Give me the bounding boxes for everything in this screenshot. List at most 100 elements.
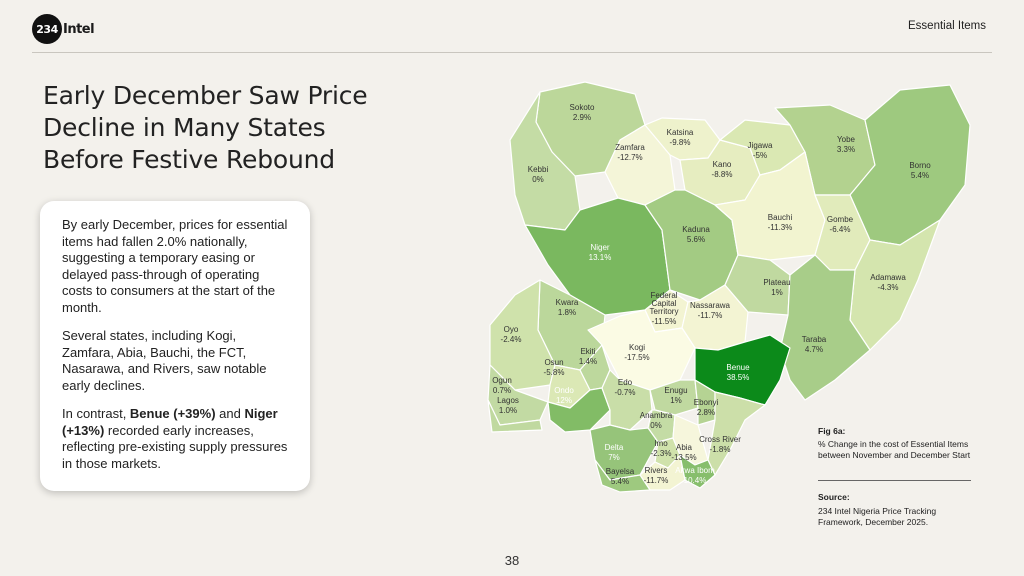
figure-caption: Fig 6a: % Change in the cost of Essentia…: [818, 426, 978, 461]
state-value-plateau: 1%: [771, 288, 783, 297]
state-value-zamfara: -12.7%: [617, 153, 642, 162]
state-label-niger: Niger 13.1%: [589, 243, 612, 262]
state-value-bayelsa: 5.4%: [611, 477, 629, 486]
state-value-enugu: 1%: [670, 396, 682, 405]
state-label-kebbi: Kebbi 0%: [528, 165, 549, 184]
state-value-katsina: -9.8%: [670, 138, 691, 147]
state-label-federal-capital-territory: Federal Capital Territory -11.5%: [650, 291, 679, 326]
state-value-delta: 7%: [608, 453, 620, 462]
state-value-rivers: -11.7%: [644, 476, 669, 485]
state-label-ekiti: Ekiti 1.4%: [579, 347, 597, 366]
niger-highlight: Niger (+13%): [62, 406, 278, 438]
source-label: Source:: [818, 492, 850, 502]
state-label-ondo: Ondo 12%: [554, 386, 574, 405]
state-label-kwara: Kwara 1.8%: [556, 298, 579, 317]
caption-divider: [818, 480, 971, 481]
page-number: 38: [504, 553, 520, 568]
state-label-borno: Borno 5.4%: [909, 161, 931, 180]
state-label-osun: Osun -5.8%: [544, 358, 565, 377]
state-label-lagos: Lagos 1.0%: [497, 396, 519, 415]
state-value-kogi: -17.5%: [624, 353, 649, 362]
state-label-ebonyi: Ebonyi 2.8%: [694, 398, 719, 417]
state-value-lagos: 1.0%: [499, 406, 517, 415]
state-value-kaduna: 5.6%: [687, 235, 705, 244]
state-value-benue: 38.5%: [727, 373, 750, 382]
logo-wordmark: Intel: [63, 21, 95, 37]
state-value-ondo: 12%: [556, 396, 572, 405]
state-label-kano: Kano -8.8%: [712, 160, 733, 179]
state-value-niger: 13.1%: [589, 253, 612, 262]
state-value-bauchi: -11.3%: [768, 223, 793, 232]
state-value-jigawa: -5%: [753, 151, 767, 160]
state-label-kogi: Kogi -17.5%: [624, 343, 649, 362]
state-label-akwa-ibom: Akwa Ibom 10.4%: [675, 466, 715, 485]
state-value-kebbi: 0%: [532, 175, 544, 184]
state-label-taraba: Taraba 4.7%: [802, 335, 827, 354]
state-label-jigawa: Jigawa -5%: [748, 141, 773, 160]
state-label-sokoto: Sokoto 2.9%: [570, 103, 595, 122]
p3-suffix: recorded early increases, reflecting pre…: [62, 422, 288, 471]
p3-mid: and: [215, 406, 245, 421]
state-value-ebonyi: 2.8%: [697, 408, 715, 417]
state-label-kaduna: Kaduna 5.6%: [682, 225, 710, 244]
state-value-edo: -0.7%: [615, 388, 636, 397]
state-value-adamawa: -4.3%: [878, 283, 899, 292]
state-value-ekiti: 1.4%: [579, 357, 597, 366]
state-label-katsina: Katsina -9.8%: [667, 128, 694, 147]
state-value-ogun: 0.7%: [493, 386, 511, 395]
state-label-cross-river: Cross River -1.8%: [699, 435, 741, 454]
state-label-ogun: Ogun 0.7%: [492, 376, 512, 395]
p3-prefix: In contrast,: [62, 406, 130, 421]
benue-highlight: Benue (+39%): [129, 406, 216, 421]
state-label-yobe: Yobe 3.3%: [837, 135, 856, 154]
state-value-borno: 5.4%: [911, 171, 929, 180]
state-region-bayelsa: [594, 459, 651, 493]
state-value-sokoto: 2.9%: [573, 113, 591, 122]
state-label-anambra: Anambra 0%: [640, 411, 673, 430]
state-value-kano: -8.8%: [712, 170, 733, 179]
section-label: Essential Items: [908, 20, 986, 32]
state-label-bauchi: Bauchi -11.3%: [768, 213, 793, 232]
state-region-taraba: [779, 254, 871, 401]
state-value-federal-capital-territory: -11.5%: [652, 317, 677, 326]
summary-paragraph-2: Several states, including Kogi, Zamfara,…: [62, 328, 267, 393]
state-value-anambra: 0%: [650, 421, 662, 430]
state-region-lagos: [487, 399, 543, 433]
state-label-oyo: Oyo -2.4%: [501, 325, 522, 344]
state-label-abia: Abia -13.5%: [671, 443, 696, 462]
state-region-kebbi: [509, 91, 581, 231]
source-note: Source: 234 Intel Nigeria Price Tracking…: [818, 492, 978, 528]
figure-caption-text: % Change in the cost of Essential Items …: [818, 439, 971, 460]
state-value-taraba: 4.7%: [805, 345, 823, 354]
state-region-cross-river: [707, 391, 766, 476]
state-value-gombe: -6.4%: [830, 225, 851, 234]
state-label-edo: Edo -0.7%: [615, 378, 636, 397]
state-region-akwa-ibom: [679, 454, 716, 489]
state-label-bayelsa: Bayelsa 5.4%: [606, 467, 635, 486]
state-value-nassarawa: -11.7%: [698, 311, 723, 320]
figure-label: Fig 6a:: [818, 426, 846, 436]
summary-card: By early December, prices for essential …: [40, 201, 310, 491]
state-label-delta: Delta 7%: [605, 443, 624, 462]
state-value-cross-river: -1.8%: [710, 445, 731, 454]
state-value-akwa-ibom: 10.4%: [684, 476, 707, 485]
state-value-yobe: 3.3%: [837, 145, 855, 154]
state-label-adamawa: Adamawa -4.3%: [870, 273, 906, 292]
company-logo: 234 Intel: [32, 14, 95, 44]
state-label-gombe: Gombe -6.4%: [827, 215, 854, 234]
source-text: 234 Intel Nigeria Price Tracking Framewo…: [818, 506, 937, 527]
state-value-kwara: 1.8%: [558, 308, 576, 317]
state-value-abia: -13.5%: [671, 453, 696, 462]
state-label-imo: Imo -2.3%: [651, 439, 672, 458]
state-label-benue: Benue 38.5%: [726, 363, 750, 382]
state-value-oyo: -2.4%: [501, 335, 522, 344]
header-divider: [32, 52, 992, 53]
logo-badge: 234: [32, 14, 62, 44]
page-title: Early December Saw Price Decline in Many…: [43, 81, 368, 174]
state-value-osun: -5.8%: [544, 368, 565, 377]
state-label-rivers: Rivers -11.7%: [644, 466, 669, 485]
state-label-enugu: Enugu 1%: [664, 386, 687, 405]
nigeria-choropleth-map: Sokoto 2.9% Zamfara -12.7% Katsina -9.8% Kano -…: [487, 81, 971, 493]
state-region-ebonyi: [694, 379, 716, 426]
summary-paragraph-1: By early December, prices for essential …: [62, 217, 288, 315]
